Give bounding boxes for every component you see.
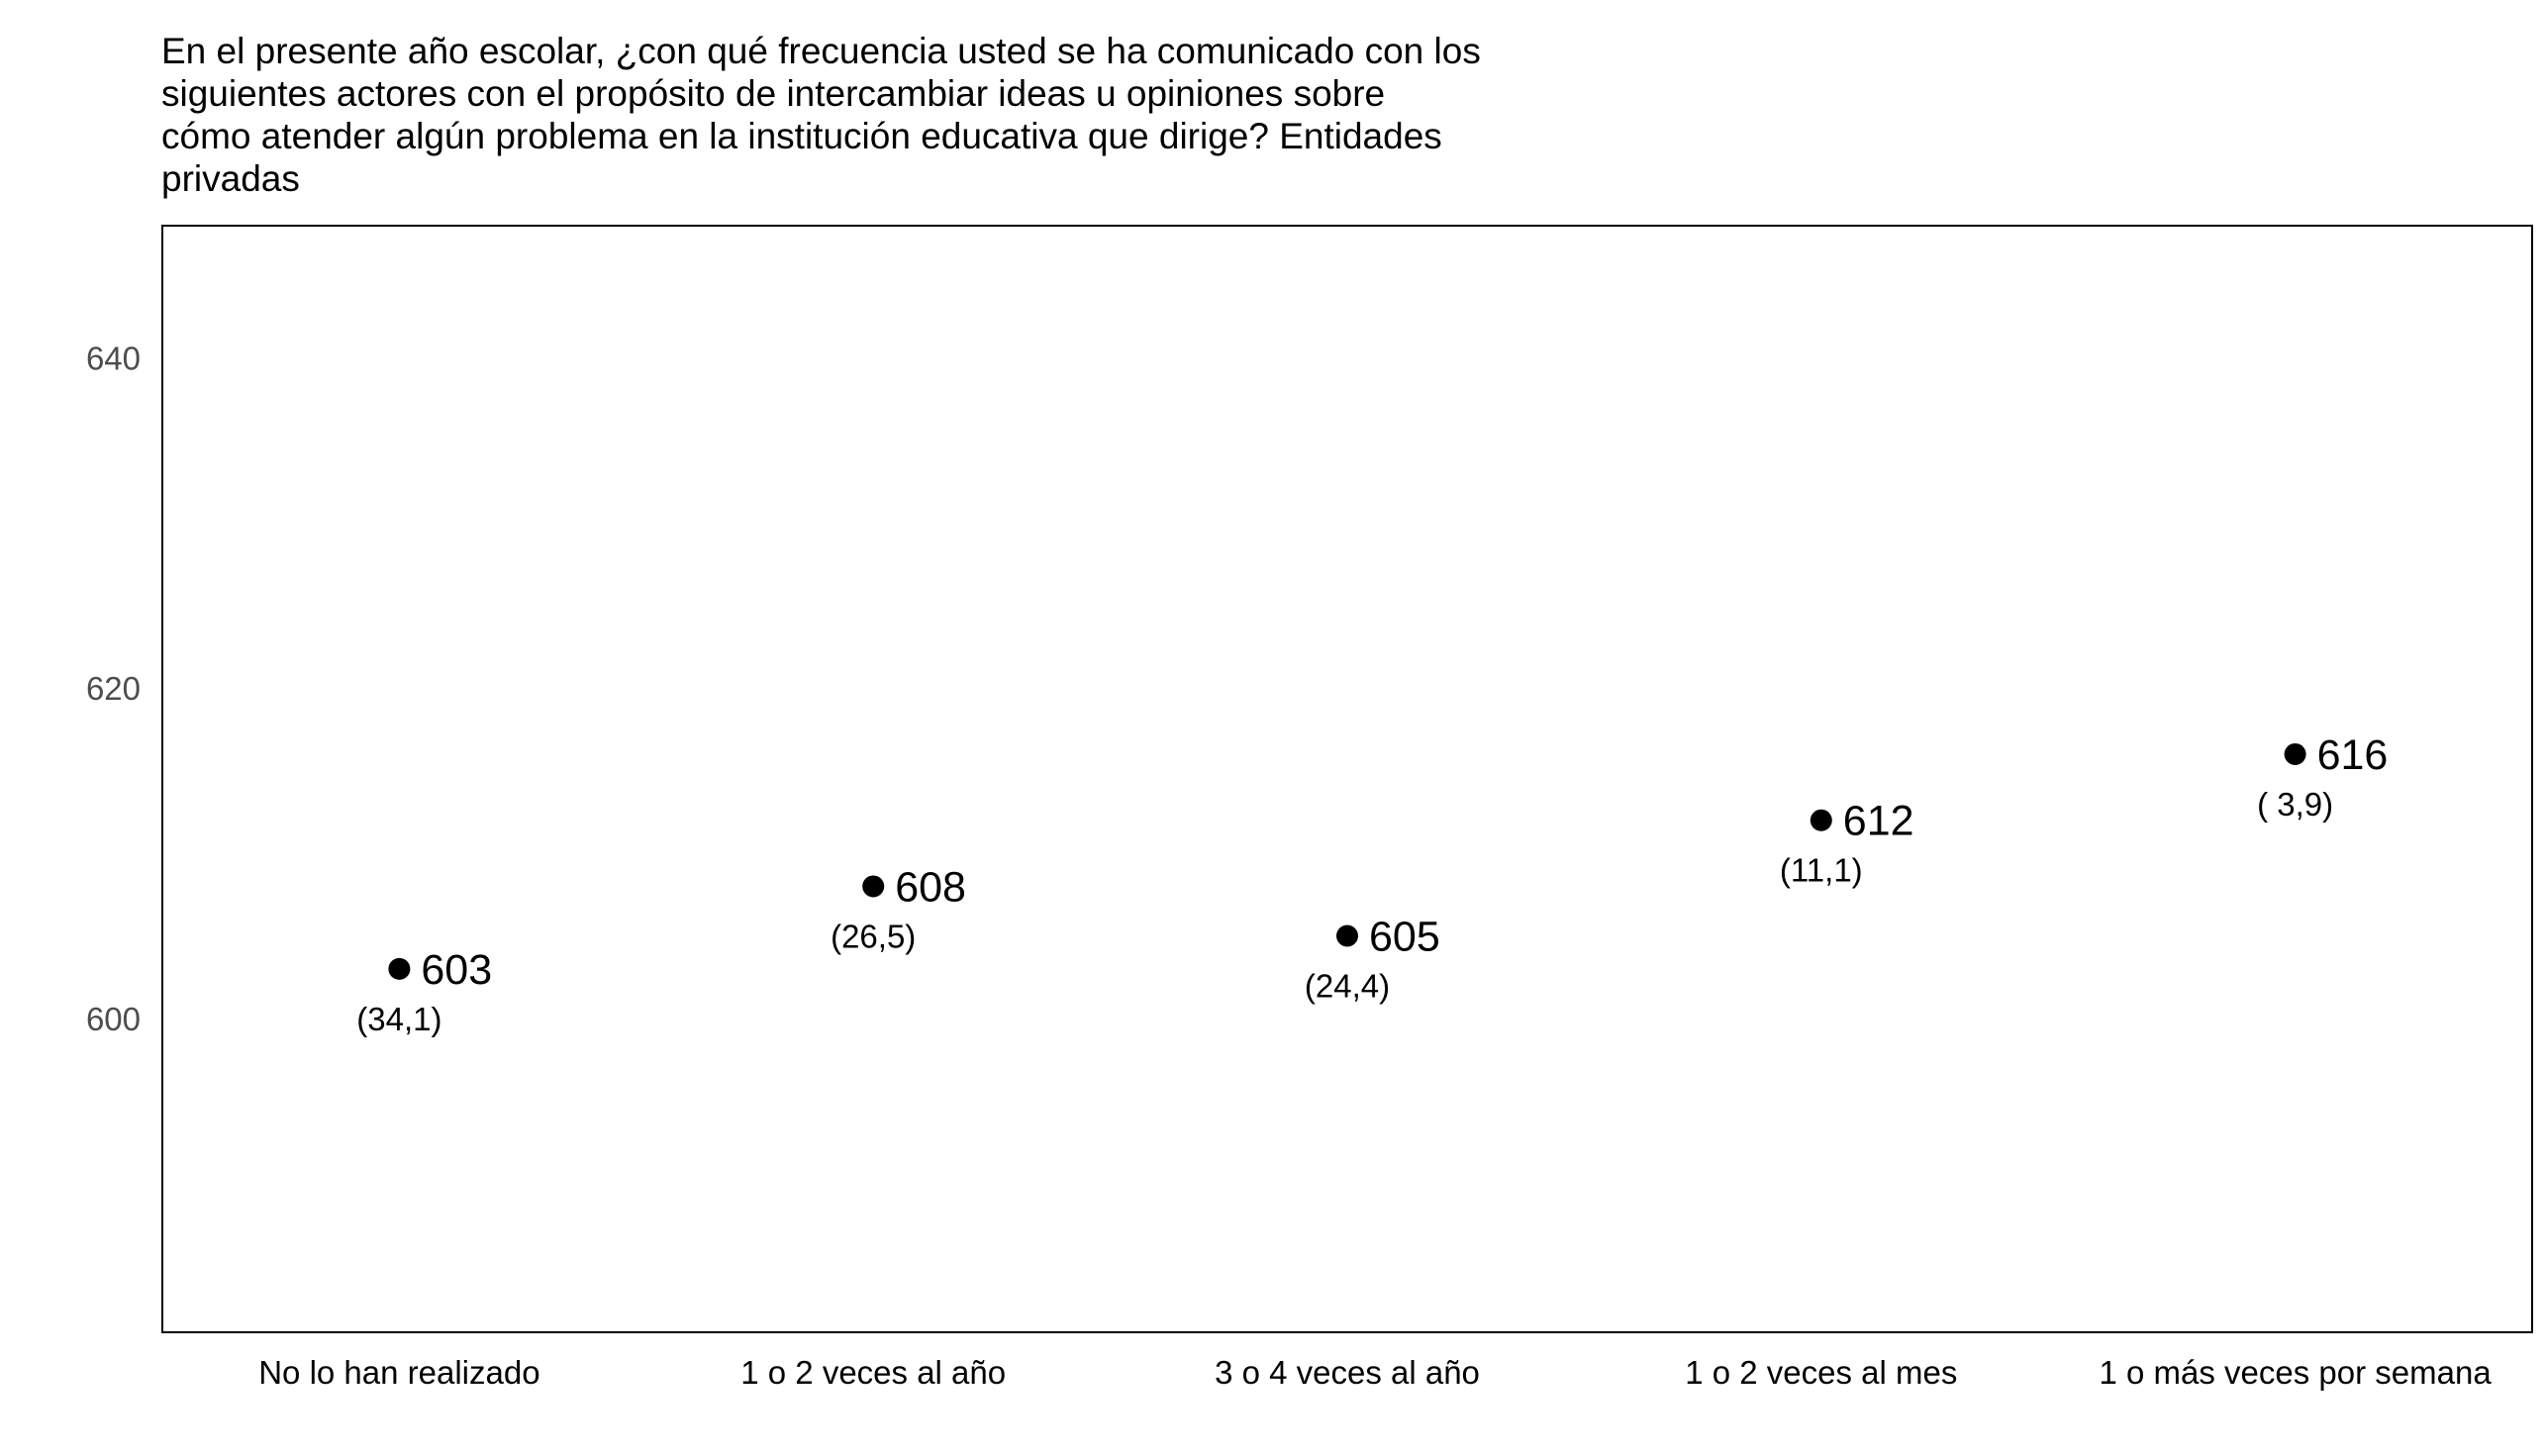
value-label: 612	[1843, 798, 1914, 845]
se-label: (11,1)	[1780, 852, 1863, 889]
data-point	[388, 957, 411, 980]
chart-title: En el presente año escolar, ¿con qué fre…	[161, 31, 1481, 199]
value-label: 616	[2317, 731, 2389, 779]
x-axis: No lo han realizado 1 o 2 veces al año 3 o…	[258, 1354, 2492, 1391]
y-axis: 600 620 640	[86, 340, 141, 1036]
data-points: 603 (34,1) 608 (26,5) 605 (24,4) 612 (11,1) 616 (…	[356, 731, 2388, 1037]
y-tick-label: 600	[86, 1001, 141, 1037]
data-point	[862, 875, 885, 898]
y-tick-label: 640	[86, 340, 141, 376]
x-tick-label: No lo han realizado	[258, 1354, 539, 1391]
se-label: (26,5)	[831, 918, 916, 954]
y-tick-label: 620	[86, 670, 141, 707]
se-label: ( 3,9)	[2257, 786, 2333, 823]
data-point	[1810, 809, 1832, 831]
plot-frame	[161, 225, 2533, 1333]
data-point	[2284, 742, 2306, 765]
x-tick-label: 1 o 2 veces al año	[740, 1354, 1006, 1391]
value-label: 603	[421, 946, 492, 994]
x-tick-label: 1 o más veces por semana	[2099, 1354, 2492, 1391]
x-tick-label: 1 o 2 veces al mes	[1685, 1354, 1957, 1391]
se-label: (34,1)	[356, 1001, 441, 1037]
x-tick-label: 3 o 4 veces al año	[1215, 1354, 1480, 1391]
value-label: 608	[895, 863, 966, 911]
se-label: (24,4)	[1305, 968, 1390, 1005]
value-label: 605	[1369, 914, 1440, 961]
data-point	[1336, 924, 1358, 947]
